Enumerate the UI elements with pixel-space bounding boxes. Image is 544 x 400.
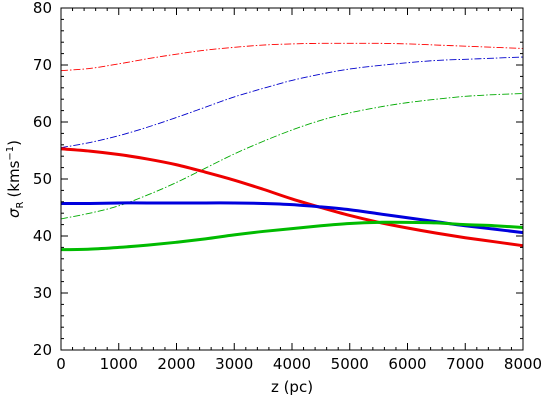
y-axis-title: σR (kms−1) [5,140,26,218]
y-axis-close: ) [5,140,23,146]
y-tick-label: 70 [33,56,52,74]
plot-frame [60,7,524,351]
y-tick-label: 40 [33,227,52,245]
y-axis-symbol: σ [5,208,23,218]
x-tick-label: 5000 [331,355,369,373]
y-tick-label: 50 [33,170,52,188]
x-tick-label: 6000 [388,355,426,373]
series-line-2 [60,56,524,149]
series-line-6 [60,220,524,252]
y-axis-subscript: R [15,202,26,209]
y-axis-exponent: −1 [5,146,16,161]
y-tick-label: 30 [33,284,52,302]
ticks-layer: 0 1000 2000 3000 4000 5000 6000 7000 8000 20 30 40 5… [33,0,542,373]
x-tick-label: 1000 [100,355,138,373]
y-tick-label: 80 [33,0,52,17]
y-tick-label: 60 [33,113,52,131]
x-tick-label: 4000 [273,355,311,373]
y-axis-unit: (kms [5,160,23,197]
x-tick-label: 2000 [157,355,195,373]
plot-area [61,8,523,350]
x-axis-title: z (pc) [271,378,313,396]
x-tick-label: 8000 [504,355,542,373]
x-tick-label: 3000 [215,355,253,373]
series-layer [60,42,524,252]
y-tick-label: 20 [33,341,52,359]
x-tick-label: 0 [56,355,66,373]
series-line-3 [60,93,524,220]
x-tick-label: 7000 [446,355,484,373]
series-line-4 [60,147,524,248]
series-line-1 [60,42,524,72]
